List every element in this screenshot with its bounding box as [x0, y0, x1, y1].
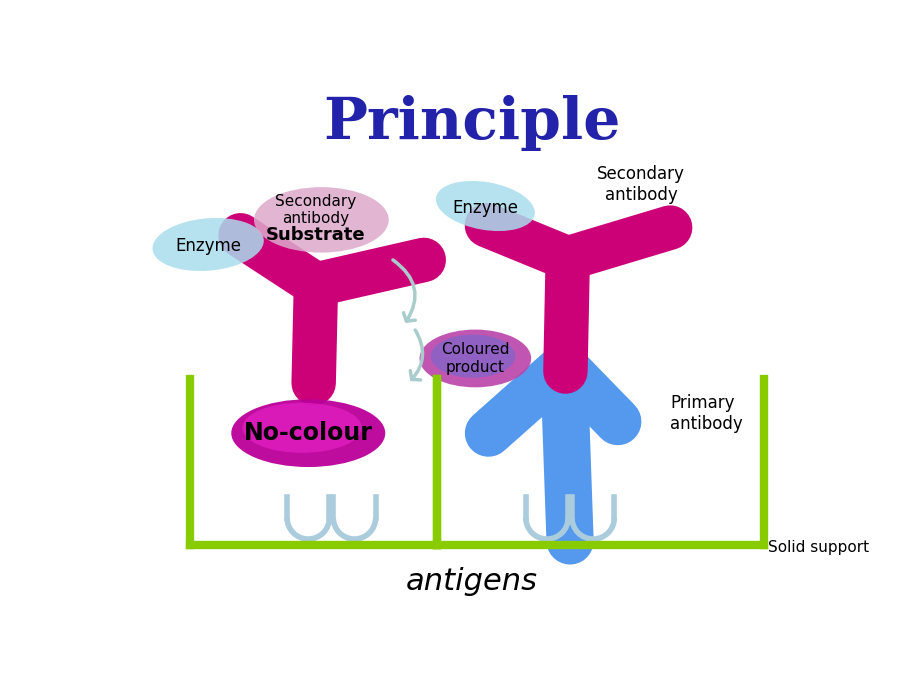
Text: Solid support: Solid support — [767, 540, 868, 555]
Text: Secondary
antibody: Secondary antibody — [596, 165, 684, 204]
Text: Secondary
antibody: Secondary antibody — [275, 194, 357, 226]
Text: Enzyme: Enzyme — [452, 199, 517, 217]
Text: Enzyme: Enzyme — [175, 237, 241, 255]
Text: Coloured
product: Coloured product — [440, 342, 509, 375]
Ellipse shape — [430, 335, 515, 377]
Ellipse shape — [254, 187, 389, 253]
Text: No-colour: No-colour — [244, 421, 372, 445]
Ellipse shape — [153, 218, 264, 271]
Ellipse shape — [243, 403, 361, 453]
Ellipse shape — [436, 181, 534, 231]
Text: Substrate: Substrate — [266, 226, 366, 244]
Text: antigens: antigens — [405, 567, 537, 596]
Ellipse shape — [419, 330, 530, 387]
Ellipse shape — [231, 400, 385, 467]
Text: Primary
antibody: Primary antibody — [669, 395, 743, 433]
Text: Principle: Principle — [323, 95, 619, 151]
